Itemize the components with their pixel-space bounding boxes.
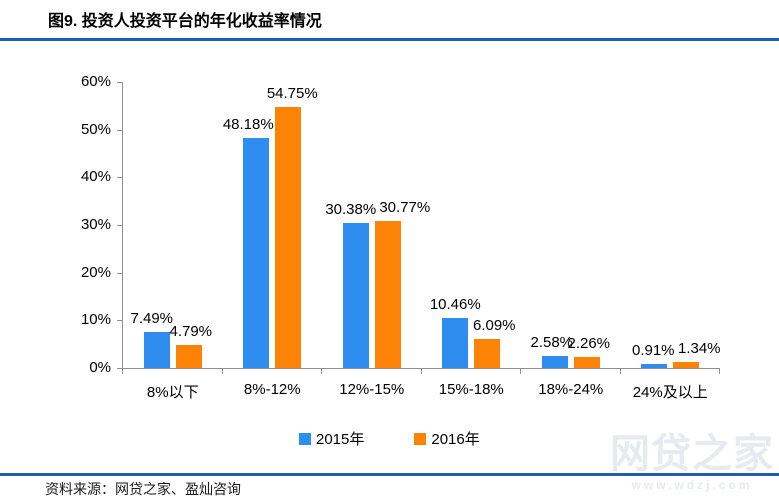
bar-2015年-2 bbox=[342, 223, 369, 368]
y-axis-tick bbox=[117, 320, 123, 322]
y-axis-tick bbox=[117, 82, 123, 83]
x-axis-tick bbox=[221, 368, 223, 374]
y-axis-tick bbox=[117, 225, 123, 226]
figure-title: 图9. 投资人投资平台的年化收益率情况 bbox=[48, 13, 322, 30]
legend-item-2015: 2015年 bbox=[299, 428, 364, 449]
bar-2015年-5 bbox=[641, 364, 668, 368]
x-tick-label-4: 18%-24% bbox=[538, 381, 604, 398]
bar-2016年-4 bbox=[573, 357, 600, 368]
x-axis-tick bbox=[122, 368, 123, 374]
legend-item-2016: 2016年 bbox=[414, 428, 480, 449]
bottom-divider bbox=[0, 473, 779, 476]
legend-label-2015: 2015年 bbox=[316, 431, 365, 448]
value-label-2016年-1: 54.75% bbox=[266, 85, 318, 102]
x-axis-tick bbox=[619, 368, 621, 374]
bar-2016年-1 bbox=[275, 107, 302, 368]
x-tick-label-2: 12%-15% bbox=[339, 381, 405, 398]
y-axis-tick bbox=[117, 368, 123, 369]
legend-label-2016: 2016年 bbox=[431, 431, 480, 448]
y-axis-tick bbox=[117, 272, 123, 274]
value-label-2015年-4: 2.58% bbox=[530, 334, 574, 351]
bar-2015年-3 bbox=[442, 318, 469, 368]
bar-2015年-4 bbox=[541, 356, 568, 368]
y-tick-label: 60% bbox=[80, 73, 111, 90]
value-label-2016年-2: 30.77% bbox=[379, 199, 431, 216]
bar-2016年-0 bbox=[175, 345, 202, 368]
x-axis-tick bbox=[520, 368, 521, 374]
value-label-2015年-0: 7.49% bbox=[130, 310, 174, 327]
y-tick-label: 10% bbox=[80, 311, 111, 329]
value-label-2016年-4: 2.26% bbox=[567, 335, 611, 352]
x-tick-label-5: 24%及以上 bbox=[632, 384, 708, 401]
top-divider bbox=[0, 38, 779, 41]
y-tick-label: 20% bbox=[80, 263, 111, 281]
x-tick-label-1: 8%-12% bbox=[243, 381, 301, 398]
source-note: 资料来源：网贷之家、盈灿咨询 bbox=[45, 481, 241, 497]
y-tick-label: 50% bbox=[80, 120, 111, 138]
y-axis-tick bbox=[117, 177, 123, 179]
bar-2015年-1 bbox=[243, 138, 270, 368]
bar-2016年-5 bbox=[673, 362, 700, 368]
x-tick-label-0: 8%以下 bbox=[146, 384, 199, 401]
x-axis-tick bbox=[420, 368, 422, 374]
x-axis-tick bbox=[719, 368, 720, 374]
value-label-2016年-3: 6.09% bbox=[472, 317, 516, 334]
bar-2015年-0 bbox=[143, 332, 170, 368]
value-label-2015年-1: 48.18% bbox=[222, 116, 274, 133]
value-label-2015年-5: 0.91% bbox=[631, 342, 675, 359]
legend-swatch-2015-icon bbox=[299, 432, 311, 445]
bar-2016年-2 bbox=[374, 221, 401, 368]
chart-legend: 2015年 2016年 bbox=[299, 428, 480, 449]
value-label-2016年-0: 4.79% bbox=[169, 323, 213, 340]
y-tick-label: 30% bbox=[80, 216, 111, 233]
x-axis-tick bbox=[321, 368, 322, 374]
value-label-2016年-5: 1.34% bbox=[677, 340, 721, 357]
y-tick-label: 0% bbox=[89, 359, 111, 376]
x-tick-label-3: 15%-18% bbox=[438, 381, 504, 398]
legend-swatch-2016-icon bbox=[414, 432, 427, 445]
y-tick-label: 40% bbox=[80, 168, 111, 186]
value-label-2015年-2: 30.38% bbox=[325, 201, 377, 218]
y-axis-tick bbox=[117, 129, 123, 131]
value-label-2015年-3: 10.46% bbox=[429, 296, 481, 313]
bar-2016年-3 bbox=[474, 339, 501, 368]
